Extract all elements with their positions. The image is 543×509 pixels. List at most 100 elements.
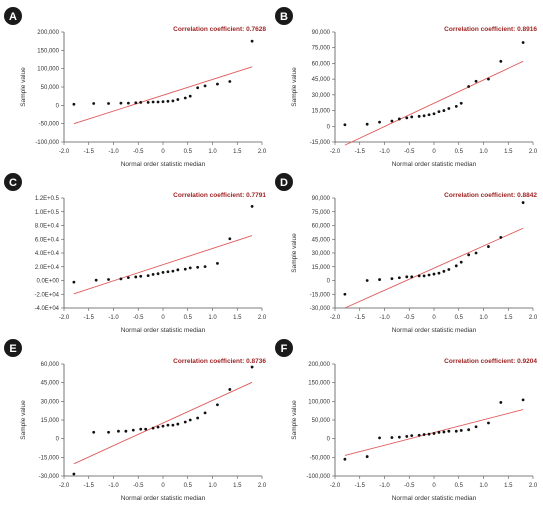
- data-point: [156, 425, 160, 429]
- x-tick-label: 2.0: [258, 149, 267, 155]
- x-tick-label: -1.0: [108, 315, 119, 321]
- data-point: [410, 434, 414, 438]
- data-point: [378, 120, 381, 124]
- data-point: [422, 114, 426, 118]
- correlation-title: Correlation coefficient: 0.7791: [173, 192, 266, 199]
- chart-panel-a: A Correlation coefficient: 0.7628 -2.0 -1.5…: [4, 7, 267, 168]
- x-tick-label: 0.5: [184, 315, 193, 321]
- y-tick-label: 150,000: [37, 48, 59, 54]
- y-tick-label: 150,000: [308, 381, 330, 387]
- x-tick-label: -1.0: [108, 483, 119, 489]
- data-point: [442, 109, 446, 112]
- y-tick-label: 100,000: [37, 67, 59, 73]
- y-tick-label: 200,000: [37, 30, 59, 36]
- y-tick-label: 75,000: [312, 210, 331, 216]
- x-tick-label: -1.5: [355, 149, 366, 155]
- x-tick-label: 1.5: [504, 149, 513, 155]
- panel-letter: F: [281, 343, 288, 355]
- x-tick-label: -2.0: [59, 149, 70, 155]
- y-tick-label: 1.0E+0.5: [35, 210, 60, 216]
- x-axis-label: Normal order statistic median: [121, 495, 206, 502]
- x-tick-label: -0.5: [133, 149, 144, 155]
- data-point: [72, 102, 76, 106]
- x-axis-label: Normal order statistic median: [392, 161, 477, 168]
- data-point: [92, 102, 96, 105]
- data-point: [250, 205, 254, 208]
- data-point: [183, 96, 187, 100]
- data-point: [117, 429, 120, 433]
- y-tick-label: 30,000: [41, 399, 60, 405]
- x-tick-label: -1.0: [108, 149, 119, 155]
- data-point: [72, 472, 76, 476]
- data-point: [390, 436, 394, 439]
- x-tick-label: -1.5: [355, 483, 366, 489]
- y-tick-label: 2.0E+0.4: [35, 265, 60, 271]
- y-tick-label: -15,000: [310, 140, 331, 146]
- data-point: [203, 265, 207, 268]
- data-point: [390, 119, 394, 123]
- data-point: [139, 101, 143, 104]
- x-tick-label: -1.5: [84, 149, 95, 155]
- data-point: [183, 420, 187, 424]
- x-tick-label: -2.0: [59, 315, 70, 321]
- x-tick-label: 1.5: [504, 483, 513, 489]
- x-tick-label: 1.5: [233, 483, 242, 489]
- x-tick-label: -2.0: [330, 483, 341, 489]
- data-point: [459, 429, 463, 432]
- x-tick-label: -2.0: [330, 315, 341, 321]
- y-tick-label: 15,000: [312, 109, 331, 115]
- data-point: [499, 401, 503, 404]
- y-axis-label: Sample value: [291, 233, 298, 273]
- data-point: [171, 269, 175, 273]
- data-point: [521, 201, 525, 204]
- data-point: [442, 430, 446, 434]
- y-tick-label: 6.0E+0.4: [35, 237, 60, 243]
- x-tick-label: 2.0: [529, 483, 538, 489]
- data-point: [454, 104, 458, 108]
- data-point: [487, 77, 490, 81]
- x-tick-label: -1.0: [379, 149, 390, 155]
- chart-panel-e: E Correlation coefficient: 0.8736 -2.0 -1.5…: [4, 339, 267, 502]
- data-point: [107, 278, 110, 281]
- data-point: [250, 365, 254, 369]
- data-point: [176, 268, 180, 272]
- correlation-title: Correlation coefficient: 0.7628: [173, 26, 266, 33]
- data-point: [146, 274, 150, 278]
- data-point: [454, 264, 458, 268]
- x-axis-label: Normal order statistic median: [392, 495, 477, 502]
- chart-panel-f: F Correlation coefficient: 0.9204 -2.0 -1.5…: [275, 339, 538, 502]
- data-point: [134, 101, 138, 105]
- y-tick-label: 75,000: [312, 46, 331, 52]
- data-point: [365, 455, 369, 458]
- data-point: [139, 427, 143, 431]
- y-axis-label: Sample value: [291, 67, 298, 107]
- y-tick-label: 15,000: [312, 265, 331, 271]
- data-point: [487, 245, 490, 248]
- x-tick-label: 1.5: [233, 149, 242, 155]
- data-point: [166, 270, 170, 274]
- correlation-title: Correlation coefficient: 0.9204: [444, 358, 537, 365]
- y-tick-label: 0: [56, 103, 60, 109]
- y-tick-label: 45,000: [312, 237, 331, 243]
- data-point: [487, 421, 490, 425]
- data-point: [422, 433, 426, 436]
- data-point: [156, 100, 160, 104]
- data-point: [437, 271, 441, 275]
- data-point: [474, 251, 478, 255]
- data-point: [228, 237, 232, 241]
- x-tick-label: 0.5: [184, 149, 193, 155]
- panel-badge: [275, 339, 293, 357]
- data-point: [119, 277, 123, 281]
- data-point: [171, 423, 175, 427]
- x-tick-label: 0: [432, 315, 436, 321]
- y-tick-label: 8.0E+0.4: [35, 224, 60, 230]
- data-point: [216, 261, 219, 265]
- data-point: [417, 433, 421, 437]
- x-tick-label: -0.5: [133, 483, 144, 489]
- data-point: [437, 430, 441, 434]
- x-tick-label: 2.0: [258, 483, 267, 489]
- chart-panel-d: D Correlation coefficient: 0.8842 -2.0 -1.5…: [275, 173, 538, 334]
- y-tick-label: -30,000: [310, 306, 331, 312]
- correlation-title: Correlation coefficient: 0.8842: [444, 192, 537, 199]
- data-point: [166, 423, 170, 427]
